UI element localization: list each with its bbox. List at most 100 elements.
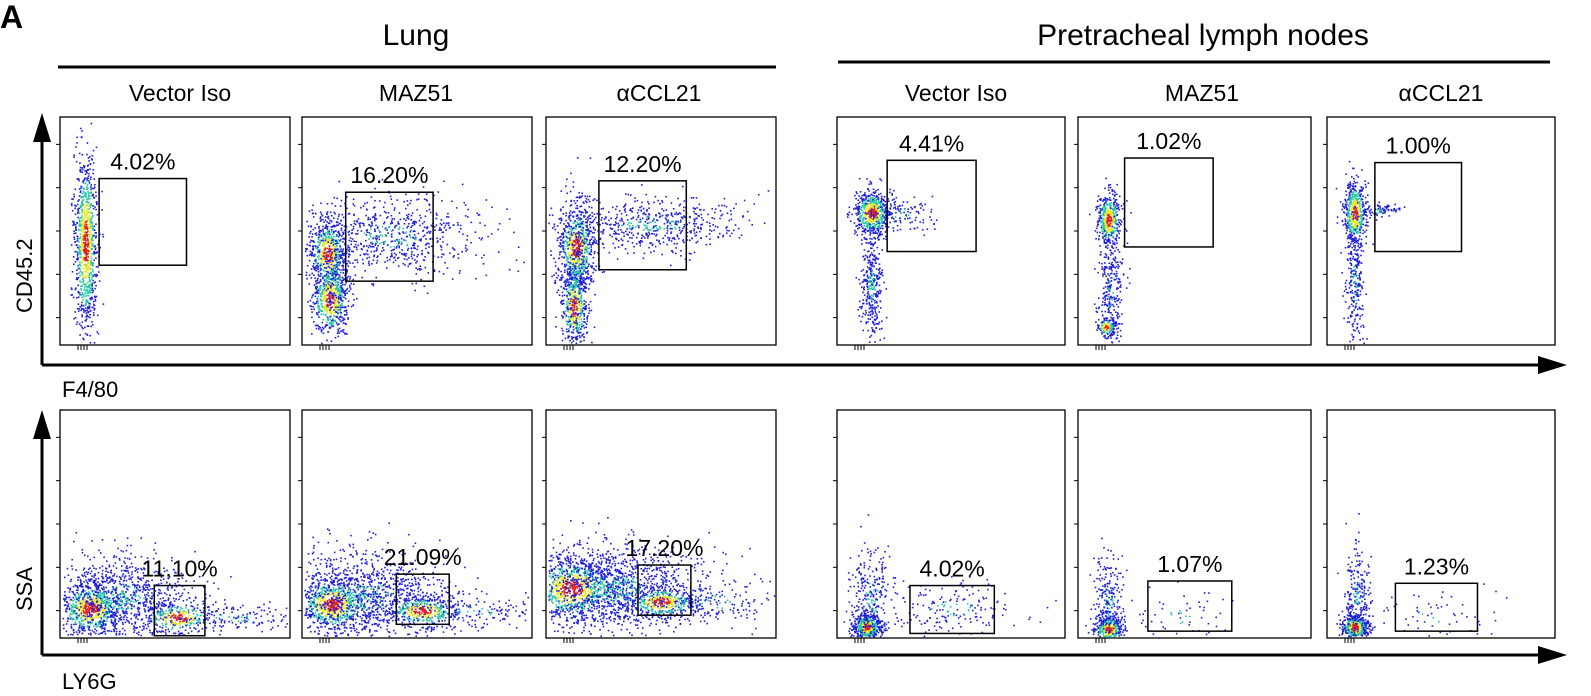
event-dot — [86, 184, 89, 186]
event-dot — [321, 326, 324, 329]
event-dot — [352, 293, 354, 295]
event-dot — [85, 195, 88, 197]
event-dot — [89, 163, 92, 165]
event-dot — [430, 245, 433, 248]
event-dot — [346, 207, 348, 210]
event-dot — [319, 217, 322, 220]
event-dot — [568, 265, 570, 267]
event-dot — [319, 278, 322, 281]
event-dot — [618, 224, 620, 227]
event-dot — [413, 223, 416, 226]
event-dot — [325, 308, 328, 310]
event-dot — [586, 229, 588, 231]
event-dot — [342, 272, 345, 274]
event-dot — [580, 253, 582, 255]
event-dot — [576, 255, 579, 258]
event-dot — [332, 240, 334, 243]
event-dot — [719, 217, 721, 220]
event-dot — [333, 309, 335, 311]
event-dot — [382, 206, 385, 209]
event-dot — [339, 314, 342, 317]
event-dot — [581, 309, 584, 312]
event-dot — [569, 214, 572, 216]
event-dot — [374, 213, 377, 215]
event-dot — [561, 274, 563, 276]
event-dot — [683, 215, 685, 217]
event-dot — [639, 218, 642, 221]
event-dot — [88, 239, 90, 241]
event-dot — [864, 214, 866, 216]
event-dot — [320, 310, 322, 312]
event-dot — [401, 253, 403, 255]
event-dot — [893, 198, 895, 201]
event-dot — [658, 241, 660, 243]
event-dot — [346, 270, 348, 273]
event-dot — [570, 226, 573, 228]
event-dot — [322, 318, 325, 321]
event-dot — [80, 229, 82, 231]
event-dot — [337, 288, 339, 290]
event-dot — [78, 188, 81, 190]
event-dot — [340, 303, 342, 306]
event-dot — [393, 248, 395, 251]
event-dot — [583, 216, 585, 218]
event-dot — [327, 304, 329, 306]
event-dot — [70, 294, 73, 296]
event-dot — [91, 159, 93, 161]
event-dot — [413, 245, 415, 247]
event-dot — [557, 267, 560, 270]
event-dot — [317, 255, 320, 258]
event-dot — [333, 315, 335, 317]
event-dot — [398, 233, 401, 235]
event-dot — [318, 275, 320, 277]
event-dot — [559, 243, 562, 246]
event-dot — [70, 244, 73, 246]
row2-x-axis-label: LY6G — [62, 669, 117, 694]
event-dot — [444, 261, 446, 264]
event-dot — [586, 331, 589, 334]
event-dot — [373, 255, 375, 258]
event-dot — [89, 224, 92, 227]
event-dot — [87, 242, 90, 244]
event-dot — [96, 331, 98, 333]
event-dot — [79, 191, 82, 194]
event-dot — [693, 210, 695, 213]
event-dot — [478, 213, 481, 216]
event-dot — [584, 266, 586, 269]
event-dot — [567, 237, 569, 239]
event-dot — [348, 212, 351, 215]
event-dot — [647, 215, 649, 218]
event-dot — [570, 258, 572, 260]
event-dot — [86, 185, 88, 188]
event-dot — [81, 255, 83, 258]
event-dot — [426, 242, 429, 245]
event-dot — [82, 279, 85, 282]
event-dot — [320, 303, 322, 305]
event-dot — [608, 211, 610, 213]
event-dot — [322, 218, 324, 221]
event-dot — [343, 254, 345, 257]
event-dot — [82, 304, 85, 307]
event-dot — [567, 321, 570, 323]
event-dot — [609, 234, 611, 236]
event-dot — [863, 193, 865, 196]
event-dot — [580, 311, 583, 314]
event-dot — [379, 231, 381, 233]
event-dot — [353, 240, 355, 242]
event-dot — [339, 316, 341, 318]
event-dot — [90, 211, 92, 214]
event-dot — [82, 235, 85, 238]
event-dot — [379, 200, 381, 202]
event-dot — [88, 208, 90, 210]
event-dot — [574, 291, 576, 293]
event-dot — [87, 234, 89, 236]
event-dot — [91, 248, 93, 251]
event-dot — [343, 225, 346, 228]
event-dot — [317, 270, 320, 273]
event-dot — [89, 168, 91, 171]
event-dot — [572, 300, 575, 302]
event-dot — [361, 222, 364, 225]
event-dot — [321, 289, 324, 291]
event-dot — [566, 295, 568, 297]
event-dot — [616, 216, 618, 219]
